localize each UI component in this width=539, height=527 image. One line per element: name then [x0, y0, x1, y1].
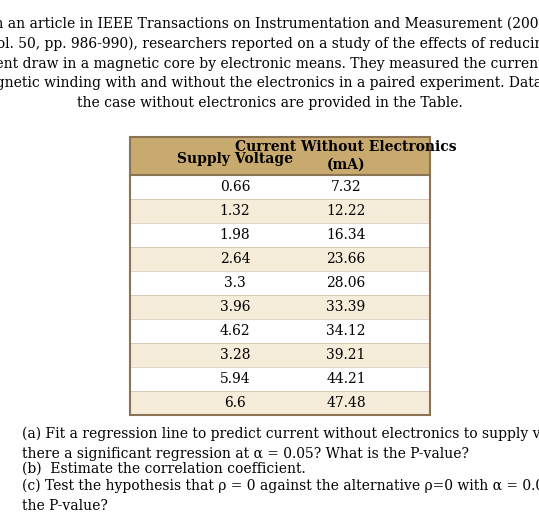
Text: 44.21: 44.21 — [326, 372, 366, 386]
Text: 1.98: 1.98 — [220, 228, 250, 242]
Text: 3.3: 3.3 — [224, 276, 246, 290]
Text: In an article in IEEE Transactions on Instrumentation and Measurement (2001,
Vol: In an article in IEEE Transactions on In… — [0, 17, 539, 110]
Bar — [130, 175, 430, 199]
Text: 7.32: 7.32 — [331, 180, 361, 194]
Text: (mA): (mA) — [327, 158, 365, 172]
Text: 47.48: 47.48 — [326, 396, 366, 410]
Bar — [130, 367, 430, 391]
Bar — [130, 137, 430, 415]
Bar — [130, 391, 430, 415]
Bar — [130, 247, 430, 271]
Text: (c) Test the hypothesis that ρ = 0 against the alternative ρ=0 with α = 0.05. Wh: (c) Test the hypothesis that ρ = 0 again… — [22, 479, 539, 513]
Text: 16.34: 16.34 — [326, 228, 366, 242]
Bar — [130, 319, 430, 343]
Bar — [130, 199, 430, 223]
Bar — [130, 295, 430, 319]
Text: 5.94: 5.94 — [220, 372, 250, 386]
Bar — [130, 223, 430, 247]
Bar — [130, 271, 430, 295]
Text: 6.6: 6.6 — [224, 396, 246, 410]
Text: 3.96: 3.96 — [220, 300, 250, 314]
Text: 28.06: 28.06 — [327, 276, 365, 290]
Text: Supply Voltage: Supply Voltage — [177, 152, 293, 166]
Text: 33.39: 33.39 — [327, 300, 365, 314]
Text: 1.32: 1.32 — [220, 204, 250, 218]
Text: 3.28: 3.28 — [220, 348, 250, 362]
Text: 0.66: 0.66 — [220, 180, 250, 194]
Text: 34.12: 34.12 — [326, 324, 366, 338]
Text: 39.21: 39.21 — [326, 348, 365, 362]
Text: Current Without Electronics: Current Without Electronics — [235, 140, 457, 154]
Text: (a) Fit a regression line to predict current without electronics to supply volta: (a) Fit a regression line to predict cur… — [22, 427, 539, 461]
Text: 12.22: 12.22 — [326, 204, 365, 218]
Text: 2.64: 2.64 — [220, 252, 250, 266]
Bar — [130, 137, 430, 175]
Text: (b)  Estimate the correlation coefficient.: (b) Estimate the correlation coefficient… — [22, 462, 306, 476]
Text: 4.62: 4.62 — [220, 324, 250, 338]
Text: 23.66: 23.66 — [327, 252, 365, 266]
Bar — [130, 343, 430, 367]
